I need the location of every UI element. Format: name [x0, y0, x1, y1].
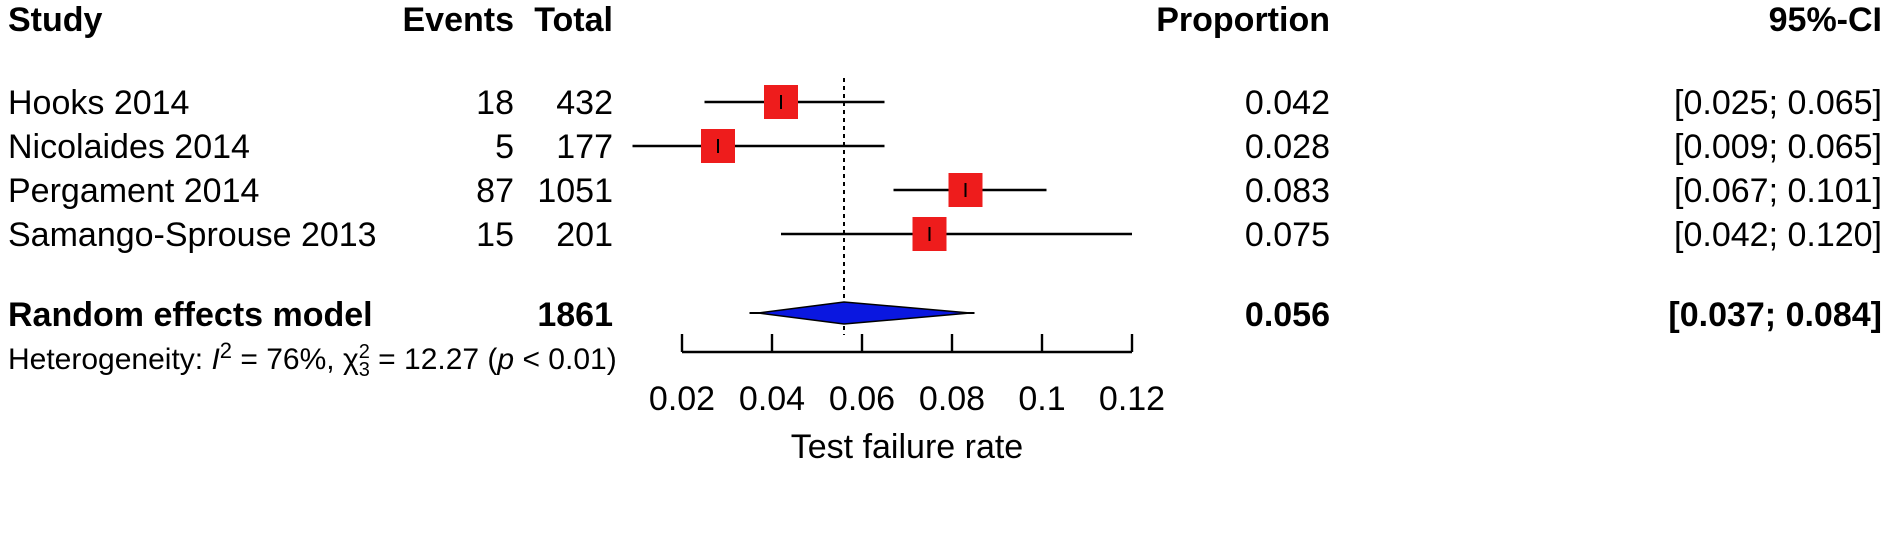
study-events: 18 [476, 84, 514, 122]
study-events: 15 [476, 216, 514, 254]
study-name: Hooks 2014 [8, 84, 190, 122]
summary-total: 1861 [537, 296, 613, 334]
study-total: 1051 [537, 172, 613, 210]
study-name: Nicolaides 2014 [8, 128, 250, 166]
study-events: 5 [495, 128, 514, 166]
chi-symbol: χ [342, 343, 359, 376]
summary-ci: [0.037; 0.084] [1668, 296, 1882, 334]
x-tick-label: 0.02 [649, 380, 715, 418]
study-ci: [0.009; 0.065] [1674, 128, 1882, 166]
header-study: Study [8, 1, 103, 39]
summary-proportion: 0.056 [1244, 296, 1330, 334]
summary-name: Random effects model [8, 296, 373, 334]
x-axis-label: Test failure rate [791, 428, 1023, 466]
study-name: Pergament 2014 [8, 172, 260, 210]
i-symbol: I [211, 343, 220, 376]
x-tick-label: 0.06 [829, 380, 895, 418]
x-tick-label: 0.12 [1099, 380, 1165, 418]
heterogeneity-prefix: Heterogeneity: [8, 343, 212, 376]
p-symbol: p [497, 343, 515, 376]
study-proportion: 0.042 [1244, 84, 1330, 122]
x-tick-label: 0.08 [919, 380, 985, 418]
study-name: Samango-Sprouse 2013 [8, 216, 377, 254]
chi-subscript: 3 [358, 359, 370, 382]
study-proportion: 0.083 [1244, 172, 1330, 210]
study-ci: [0.067; 0.101] [1674, 172, 1882, 210]
summary-diamond [758, 301, 971, 325]
x-tick-label: 0.04 [739, 380, 805, 418]
p-value: < 0.01) [514, 343, 617, 376]
study-events: 87 [476, 172, 514, 210]
study-ci: [0.042; 0.120] [1674, 216, 1882, 254]
chi-value: = 12.27 ( [369, 343, 498, 376]
study-total: 432 [556, 84, 613, 122]
study-total: 201 [556, 216, 613, 254]
chi-exponent: 2 [358, 341, 370, 364]
x-tick-label: 0.1 [1018, 380, 1065, 418]
i-exponent: 2 [219, 338, 233, 363]
header-total: Total [534, 1, 613, 39]
study-ci: [0.025; 0.065] [1674, 84, 1882, 122]
header-ci: 95%-CI [1768, 1, 1882, 39]
study-proportion: 0.075 [1244, 216, 1330, 254]
study-proportion: 0.028 [1244, 128, 1330, 166]
i-value: = 76%, [232, 343, 343, 376]
header-proportion: Proportion [1156, 1, 1330, 39]
study-total: 177 [556, 128, 613, 166]
header-events: Events [402, 1, 515, 39]
